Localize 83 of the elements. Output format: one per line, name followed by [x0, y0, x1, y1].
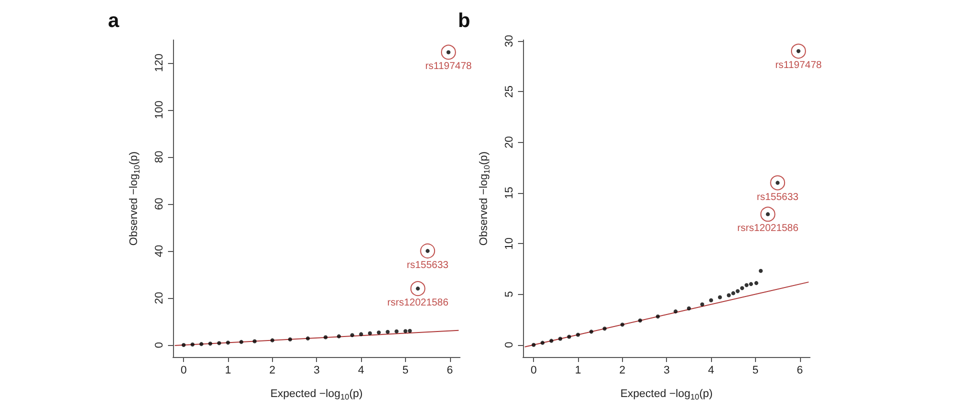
point [199, 342, 204, 346]
point [749, 282, 754, 286]
point [336, 334, 341, 338]
point [567, 334, 572, 339]
x-tick-label: 4 [708, 364, 714, 376]
point [744, 283, 749, 288]
point [674, 309, 678, 314]
y-axis-title: Observed −log10(p) [128, 151, 142, 246]
x-tick-label: 3 [314, 364, 320, 376]
y-tick-label: 0 [154, 342, 166, 348]
y-tick-label: 60 [154, 198, 166, 210]
annotation: rs155633 [406, 260, 449, 271]
point [190, 342, 195, 347]
point [208, 342, 212, 346]
point [217, 341, 222, 346]
point [226, 340, 230, 345]
point [182, 343, 186, 348]
point [549, 338, 554, 343]
point [403, 329, 408, 334]
y-axis-title: Observed −log10(p) [478, 151, 492, 246]
point [731, 291, 736, 296]
point [700, 302, 704, 306]
point [709, 298, 714, 302]
y-tick-label: 120 [154, 54, 166, 72]
point [376, 330, 381, 335]
point [602, 326, 607, 331]
point [686, 306, 691, 310]
point [386, 330, 390, 334]
point [620, 322, 624, 327]
y-tick-label: 15 [504, 186, 516, 200]
point [239, 340, 244, 344]
point [758, 268, 763, 273]
point [252, 339, 257, 344]
y-tick-label: 25 [504, 86, 516, 98]
point [306, 336, 310, 340]
y-tick-label: 30 [504, 34, 516, 48]
point [408, 328, 412, 333]
y-tick-label: 0 [504, 342, 516, 348]
y-tick-label: 10 [504, 237, 516, 250]
point [558, 336, 562, 341]
annotation: rs1197478 [425, 61, 472, 72]
point [718, 295, 722, 300]
point [740, 286, 744, 290]
point [589, 330, 594, 334]
x-tick-label: 1 [224, 364, 232, 376]
point [540, 340, 545, 345]
point [368, 331, 372, 336]
point [726, 293, 731, 298]
x-tick-label: 1 [574, 364, 582, 376]
y-tick-label: 20 [154, 292, 166, 304]
y-tick-label: 40 [154, 244, 166, 258]
point [576, 332, 580, 337]
point [754, 281, 758, 286]
y-tick-label: 80 [154, 150, 166, 163]
x-tick-label: 6 [446, 364, 453, 376]
point [350, 333, 354, 338]
x-tick-label: 3 [664, 364, 670, 376]
point [656, 314, 660, 318]
x-tick-label: 6 [796, 364, 803, 376]
x-tick-label: 4 [358, 364, 364, 376]
annotation: rsrs12021586 [737, 223, 799, 234]
point [638, 318, 642, 323]
point [359, 332, 364, 336]
x-tick-label: 0 [180, 364, 187, 376]
point [324, 335, 328, 340]
x-tick-label: 5 [402, 364, 408, 376]
x-tick-label: 2 [269, 364, 276, 376]
point [270, 338, 274, 342]
y-tick-label: 20 [504, 136, 516, 148]
y-tick-label: 5 [504, 291, 516, 298]
x-tick-label: 0 [530, 364, 537, 376]
annotation: rs155633 [756, 192, 799, 203]
x-tick-label: 5 [752, 364, 758, 376]
annotation: rsrs12021586 [387, 298, 449, 309]
point [394, 329, 399, 334]
x-tick-label: 2 [619, 364, 626, 376]
point [288, 337, 292, 342]
y-tick-label: 100 [154, 100, 166, 120]
chart-title: a [108, 10, 120, 32]
chart-title: b [458, 10, 470, 32]
point [532, 342, 536, 347]
point [736, 289, 740, 294]
annotation: rs1197478 [775, 60, 822, 72]
